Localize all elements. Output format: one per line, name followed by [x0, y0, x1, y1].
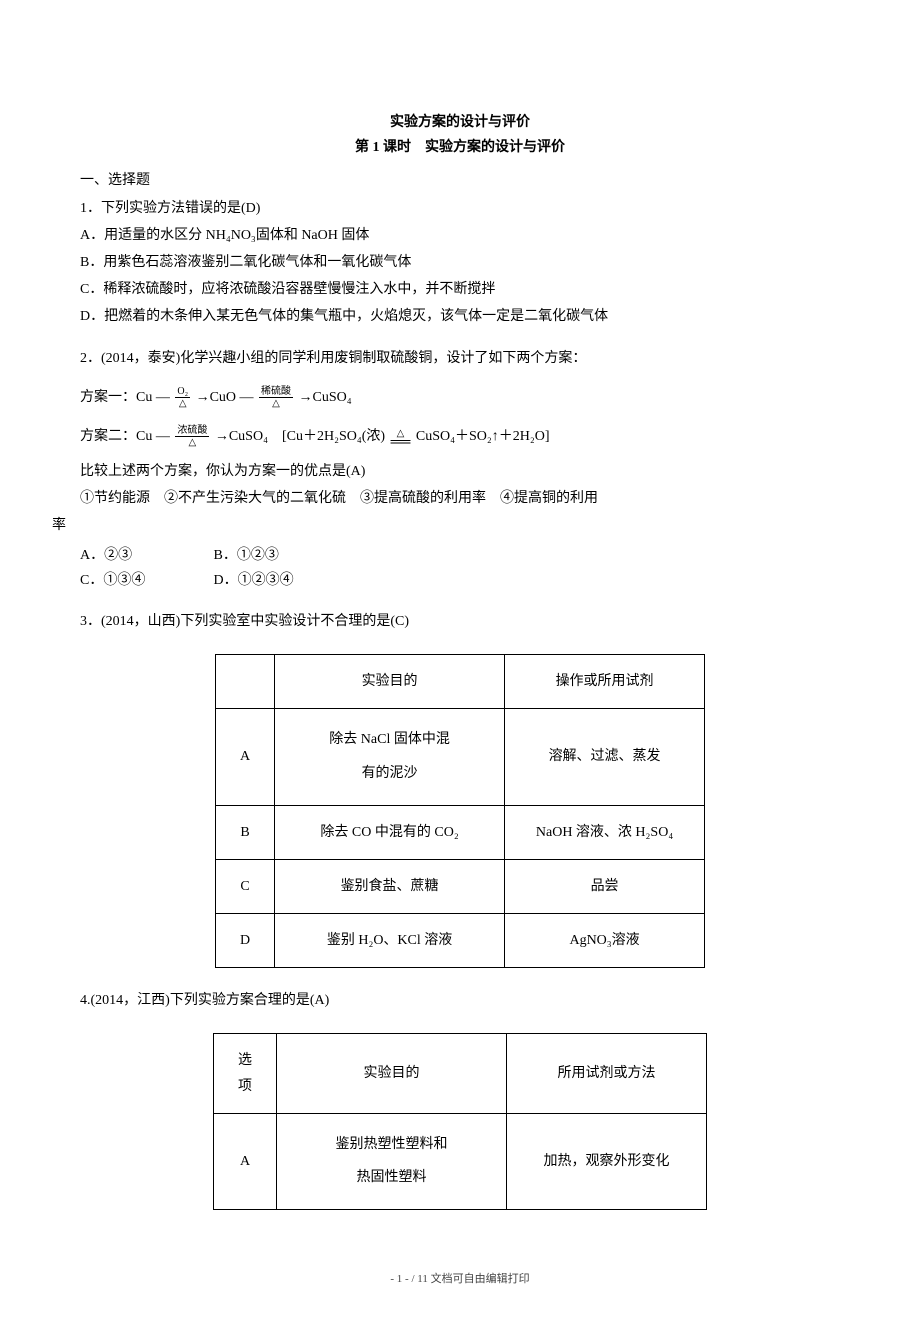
- q1-option-c: C．稀释浓硫酸时，应将浓硫酸沿容器壁慢慢注入水中，并不断搅拌: [80, 277, 840, 302]
- table-row: A 鉴别热塑性塑料和热固性塑料 加热，观察外形变化: [214, 1113, 707, 1209]
- q3-th-2: 操作或所用试剂: [505, 655, 705, 709]
- q3-th-1: 实验目的: [275, 655, 505, 709]
- section-header: 一、选择题: [80, 168, 840, 193]
- dash-icon: —: [156, 429, 170, 444]
- q3-r2-c0: C: [215, 859, 274, 913]
- dash-icon: —: [156, 390, 170, 405]
- q4-r0-c2: 加热，观察外形变化: [507, 1113, 707, 1209]
- q3-r3-c2: AgNO₃溶液: [505, 913, 705, 967]
- q2-compare: 比较上述两个方案，你认为方案一的优点是(A): [80, 459, 840, 484]
- q2-formula-1: 方案一：Cu — O₂ △ →CuO — 稀硫酸 △ →CuSO₄: [80, 385, 840, 410]
- fraction-o2-delta: O₂ △: [175, 386, 190, 409]
- q2-f2-suffix: CuSO₄＋SO₂↑＋2H₂O]: [416, 429, 550, 444]
- q1-option-d: D．把燃着的木条伸入某无色气体的集气瓶中，火焰熄灭，该气体一定是二氧化碳气体: [80, 304, 840, 329]
- page-subtitle: 第 1 课时 实验方案的设计与评价: [80, 135, 840, 160]
- page-title: 实验方案的设计与评价: [80, 110, 840, 135]
- q3-table: 实验目的 操作或所用试剂 A 除去 NaCl 固体中混有的泥沙 溶解、过滤、蒸发…: [215, 654, 705, 968]
- table-row: A 除去 NaCl 固体中混有的泥沙 溶解、过滤、蒸发: [215, 709, 704, 805]
- q2-option-a: A．②③: [80, 543, 210, 568]
- q3-r0-c0: A: [215, 709, 274, 805]
- q3-r1-c2: NaOH 溶液、浓 H₂SO₄: [505, 805, 705, 859]
- q2-f1-mid: →CuO: [196, 390, 240, 405]
- equal-arrow-delta: △ ══: [391, 428, 411, 446]
- q1-option-b: B．用紫色石蕊溶液鉴别二氧化碳气体和一氧化碳气体: [80, 250, 840, 275]
- q3-r2-c1: 鉴别食盐、蔗糖: [275, 859, 505, 913]
- q3-r3-c0: D: [215, 913, 274, 967]
- table-header-row: 实验目的 操作或所用试剂: [215, 655, 704, 709]
- q4-th-1: 实验目的: [277, 1034, 507, 1113]
- q1-stem: 1．下列实验方法错误的是(D): [80, 196, 840, 221]
- q3-r0-c2: 溶解、过滤、蒸发: [505, 709, 705, 805]
- q2-stem: 2．(2014，泰安)化学兴趣小组的同学利用废铜制取硫酸铜，设计了如下两个方案：: [80, 346, 840, 371]
- q4-r0-c0: A: [214, 1113, 277, 1209]
- q3-r3-c1: 鉴别 H₂O、KCl 溶液: [275, 913, 505, 967]
- q2-option-d: D．①②③④: [214, 573, 294, 588]
- q2-f1-prefix: 方案一：Cu: [80, 390, 156, 405]
- q2-numbered-options: ①节约能源 ②不产生污染大气的二氧化硫 ③提高硫酸的利用率 ④提高铜的利用: [80, 486, 840, 511]
- q3-r0-c1: 除去 NaCl 固体中混有的泥沙: [275, 709, 505, 805]
- table-row: B 除去 CO 中混有的 CO₂ NaOH 溶液、浓 H₂SO₄: [215, 805, 704, 859]
- q2-options: A．②③ B．①②③ C．①③④ D．①②③④: [80, 543, 840, 593]
- q2-f1-suffix: →CuSO₄: [299, 390, 352, 405]
- table-row: D 鉴别 H₂O、KCl 溶液 AgNO₃溶液: [215, 913, 704, 967]
- q2-option-c: C．①③④: [80, 568, 210, 593]
- q3-th-0: [215, 655, 274, 709]
- q1-option-a: A．用适量的水区分 NH₄NO₃固体和 NaOH 固体: [80, 223, 840, 248]
- q2-formula-2: 方案二：Cu — 浓硫酸 △ →CuSO₄ [Cu＋2H₂SO₄(浓) △ ══…: [80, 424, 840, 449]
- q3-r1-c1: 除去 CO 中混有的 CO₂: [275, 805, 505, 859]
- q2-numbered-options-end: 率: [52, 513, 840, 538]
- q4-th-2: 所用试剂或方法: [507, 1034, 707, 1113]
- table-row: C 鉴别食盐、蔗糖 品尝: [215, 859, 704, 913]
- q4-table: 选项 实验目的 所用试剂或方法 A 鉴别热塑性塑料和热固性塑料 加热，观察外形变…: [213, 1033, 707, 1210]
- dash-icon: —: [240, 390, 254, 405]
- q4-stem: 4.(2014，江西)下列实验方案合理的是(A): [80, 988, 840, 1013]
- q4-th-0: 选项: [214, 1034, 277, 1113]
- q4-r0-c1: 鉴别热塑性塑料和热固性塑料: [277, 1113, 507, 1209]
- q3-stem: 3．(2014，山西)下列实验室中实验设计不合理的是(C): [80, 609, 840, 634]
- q2-f2-mid: →CuSO₄ [Cu＋2H₂SO₄(浓): [215, 429, 389, 444]
- table-header-row: 选项 实验目的 所用试剂或方法: [214, 1034, 707, 1113]
- q2-option-b: B．①②③: [214, 548, 279, 563]
- fraction-dilute-acid: 稀硫酸 △: [259, 386, 293, 409]
- q2-f2-prefix: 方案二：Cu: [80, 429, 156, 444]
- page-footer: - 1 - / 11 文档可自由编辑打印: [80, 1270, 840, 1290]
- fraction-conc-acid: 浓硫酸 △: [175, 425, 209, 448]
- q3-r1-c0: B: [215, 805, 274, 859]
- q3-r2-c2: 品尝: [505, 859, 705, 913]
